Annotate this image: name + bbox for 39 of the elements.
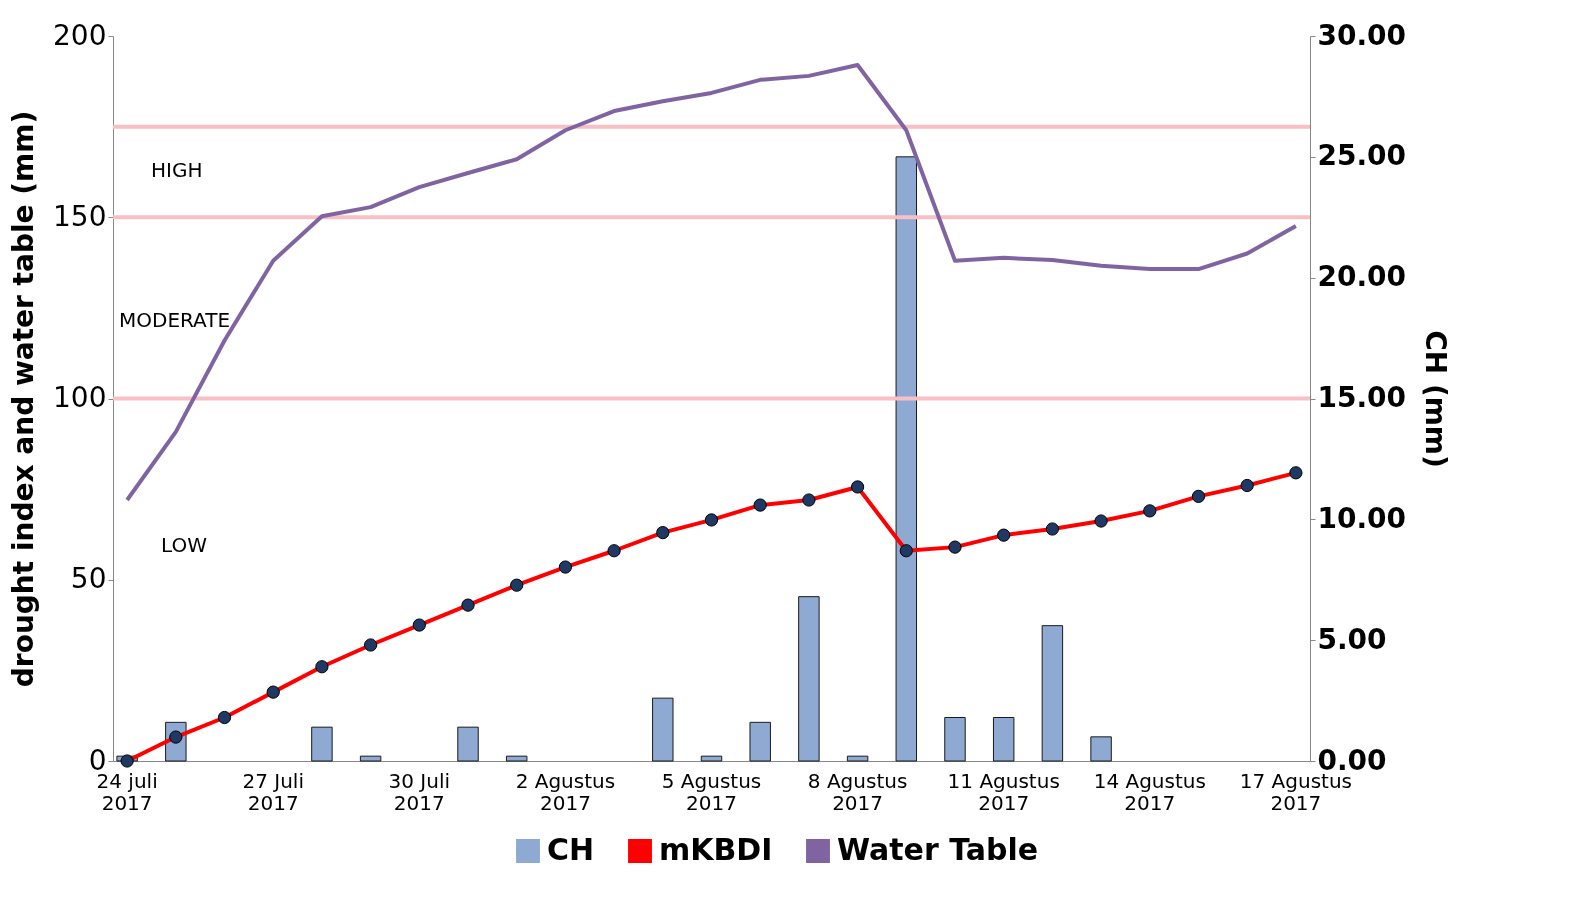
annotation: HIGH xyxy=(151,158,203,182)
bar xyxy=(1090,736,1112,762)
bar xyxy=(457,726,479,762)
y2-tick-label: 20.00 xyxy=(1317,260,1407,294)
bar xyxy=(749,721,771,762)
y-tick-label: 100 xyxy=(53,381,107,414)
x-tick-label: 14 Agustus 2017 xyxy=(1093,768,1206,815)
y-axis-title: drought index and water table (mm) xyxy=(7,110,41,688)
y2-tick-label: 25.00 xyxy=(1317,139,1407,173)
annotation: MODERATE xyxy=(119,308,231,332)
y2-axis-title: CH (mm) xyxy=(1419,330,1453,468)
x-tick-label: 11 Agustus 2017 xyxy=(947,768,1060,815)
y-tick-label: 150 xyxy=(53,199,107,233)
x-tick-label: 27 Juli 2017 xyxy=(242,768,304,815)
annotation: LOW xyxy=(161,533,208,557)
x-tick-label: 5 Agustus 2017 xyxy=(661,768,762,815)
y2-tick-label: 5.00 xyxy=(1317,622,1387,656)
y2-tick-label: 10.00 xyxy=(1317,501,1407,535)
y-tick-label: 200 xyxy=(53,18,107,52)
bar xyxy=(798,596,820,762)
bar xyxy=(700,755,723,762)
legend-label: CH xyxy=(547,832,595,867)
bar xyxy=(505,755,528,762)
y-tick-label: 50 xyxy=(70,562,107,596)
bar xyxy=(359,755,382,762)
bar xyxy=(846,755,869,762)
x-tick-label: 2 Agustus 2017 xyxy=(515,768,616,815)
bar xyxy=(311,726,333,762)
bar xyxy=(895,156,918,762)
bar xyxy=(652,697,674,762)
bar xyxy=(944,717,966,762)
y2-tick-label: 15.00 xyxy=(1317,381,1407,414)
x-tick-label: 30 Juli 2017 xyxy=(388,768,451,815)
y2-tick-label: 30.00 xyxy=(1317,18,1407,52)
bar xyxy=(1041,625,1064,762)
bar xyxy=(992,717,1015,762)
legend-label: mKBDI xyxy=(659,832,773,867)
x-tick-label: 8 Agustus 2017 xyxy=(807,768,908,815)
legend-label: Water Table xyxy=(837,832,1039,867)
